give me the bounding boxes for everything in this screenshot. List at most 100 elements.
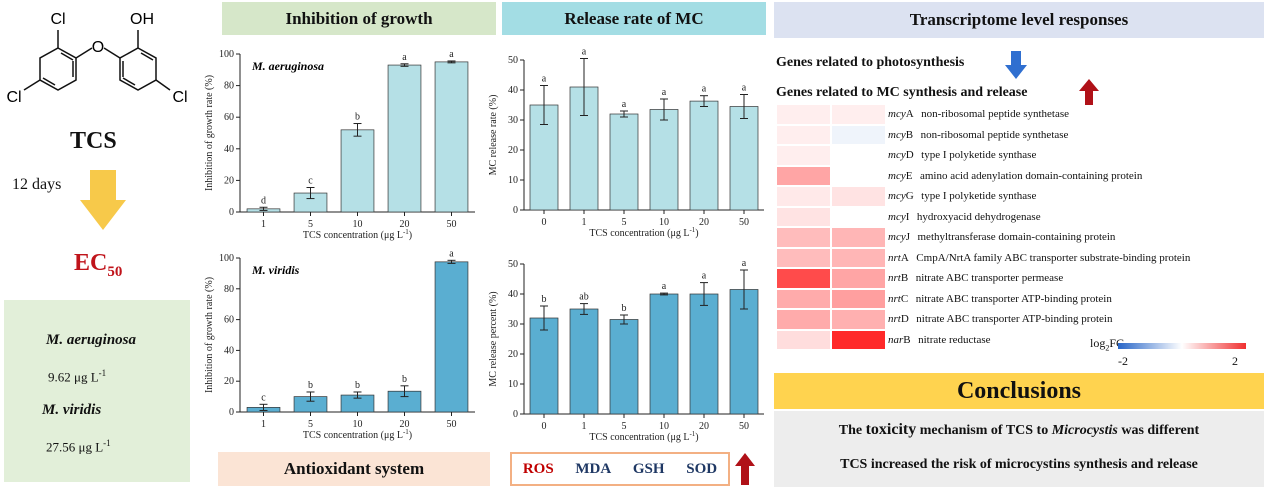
heatmap-cell [831, 268, 886, 289]
x-tick-label: 5 [308, 219, 313, 230]
mda-label: MDA [575, 460, 612, 477]
heatmap-cell [776, 145, 831, 166]
heatmap-cell [831, 329, 886, 350]
heatmap-cell [776, 206, 831, 227]
gene-suffix: E [905, 169, 913, 182]
bar [529, 317, 559, 415]
gene-name: nar [888, 333, 904, 346]
photosynthesis-label: Genes related to photosynthesis [776, 55, 965, 70]
significance-letter: a [449, 248, 454, 259]
heatmap-cell [831, 104, 886, 125]
y-axis-title: Inhibition of growth rate (%) [204, 75, 215, 191]
y-tick-label: 80 [224, 284, 234, 295]
y-tick-label: 60 [224, 315, 234, 326]
x-tick-label: 1 [261, 419, 266, 430]
bar [649, 293, 679, 415]
heatmap-cell [776, 329, 831, 350]
gene-suffix: C [900, 292, 909, 305]
gene-description: non-ribosomal peptide synthetase [915, 128, 1069, 141]
y-tick-label: 10 [508, 175, 518, 186]
y-tick-label: 100 [219, 49, 234, 60]
gene-description: nitrate ABC transporter ATP-binding prot… [910, 292, 1112, 305]
y-tick-label: 20 [508, 349, 518, 360]
gene-description: amino acid adenylation domain-containing… [914, 169, 1143, 182]
gene-label: mcy J methyltransferase domain-containing… [888, 227, 1115, 248]
heatmap-cell [831, 288, 886, 309]
gene-name: nrt [888, 272, 901, 285]
x-axis-title: TCS concentration (μg L-1) [303, 228, 412, 241]
significance-letter: ab [579, 292, 588, 303]
y-tick-label: 50 [508, 55, 518, 66]
gene-name: mcy [888, 128, 906, 141]
significance-letter: a [582, 47, 587, 58]
gene-name: nrt [888, 292, 901, 305]
significance-letter: a [662, 281, 667, 292]
y-tick-label: 30 [508, 115, 518, 126]
heatmap-cell [776, 288, 831, 309]
y-axis-title: Inhibition of growth rate (%) [204, 277, 215, 393]
bar [340, 129, 375, 213]
gene-description: nitrate ABC transporter permease [910, 272, 1064, 285]
gene-label: nrt C nitrate ABC transporter ATP-binding… [888, 289, 1112, 310]
gene-description: methyltransferase domain-containing prot… [912, 231, 1116, 244]
heatmap-cell [831, 247, 886, 268]
x-tick-label: 20 [400, 219, 410, 230]
gene-suffix: B [900, 272, 909, 285]
x-tick-label: 5 [622, 421, 627, 432]
gene-suffix: A [905, 108, 914, 121]
gene-name: nrt [888, 313, 901, 326]
species-2-ec50: 27.56 μg L-1 [46, 438, 111, 455]
x-tick-label: 50 [739, 217, 749, 228]
gene-suffix: B [903, 333, 911, 346]
up-arrow-icon [735, 453, 755, 485]
svg-text:O: O [92, 39, 104, 56]
conclusions-header: Conclusions [774, 373, 1264, 409]
gene-label: nrt A CmpA/NrtA family ABC transporter su… [888, 248, 1190, 269]
significance-letter: b [622, 303, 627, 314]
gene-label: mcy I hydroxyacid dehydrogenase [888, 207, 1041, 228]
gene-name: mcy [888, 108, 906, 121]
duration-label: 12 days [12, 176, 62, 193]
ros-label: ROS [522, 460, 554, 477]
x-tick-label: 10 [353, 419, 363, 430]
bar [609, 113, 639, 211]
heatmap-cell [776, 124, 831, 145]
conclusion-line-2: TCS increased the risk of microcystins s… [840, 457, 1198, 472]
legend-max: 2 [1232, 354, 1238, 368]
tcs-structure: O Cl OH Cl Cl [6, 11, 187, 106]
gene-label: nrt D nitrate ABC transporter ATP-binding… [888, 309, 1112, 330]
gene-label: mcy E amino acid adenylation domain-conta… [888, 166, 1142, 187]
gene-name: mcy [888, 149, 906, 162]
significance-letter: a [702, 271, 707, 282]
y-tick-label: 20 [224, 175, 234, 186]
panel-title: M. aeruginosa [251, 59, 324, 73]
heatmap-cell [831, 309, 886, 330]
gene-label: mcy D type I polyketide synthase [888, 145, 1036, 166]
species-2-name: M. viridis [42, 402, 102, 418]
gene-suffix: A [900, 251, 909, 264]
compound-name: TCS [70, 128, 117, 154]
significance-letter: b [402, 374, 407, 385]
gene-suffix: J [905, 231, 910, 244]
significance-letter: b [542, 294, 547, 305]
ec50-label: EC50 [74, 250, 123, 280]
heatmap-cell [776, 186, 831, 207]
y-tick-label: 40 [508, 85, 518, 96]
heatmap-cell [831, 206, 886, 227]
x-tick-label: 10 [659, 421, 669, 432]
bar [387, 64, 422, 213]
gene-name: mcy [888, 210, 906, 223]
gene-suffix: D [905, 149, 914, 162]
significance-letter: a [742, 83, 747, 94]
gene-description: type I polyketide synthase [915, 149, 1037, 162]
gene-label: nar B nitrate reductase [888, 330, 991, 351]
y-tick-label: 0 [513, 409, 518, 420]
gene-suffix: G [905, 190, 914, 203]
y-tick-label: 40 [508, 289, 518, 300]
x-tick-label: 10 [659, 217, 669, 228]
x-tick-label: 50 [447, 419, 457, 430]
gene-description: nitrate reductase [912, 333, 991, 346]
heatmap-cell [831, 165, 886, 186]
heatmap-cell [776, 247, 831, 268]
species-1-ec50: 9.62 μg L-1 [48, 368, 107, 385]
